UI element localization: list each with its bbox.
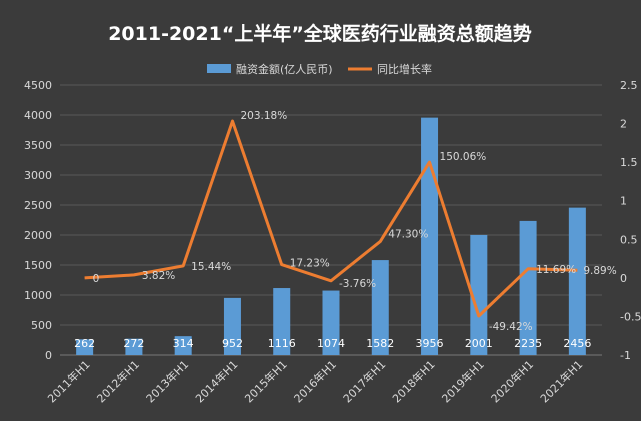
- x-tick-label: 2015年H1: [242, 357, 290, 405]
- y-right-tick-label: 2.5: [620, 79, 638, 92]
- y-right-tick-label: 0.5: [620, 233, 638, 246]
- bar-value-label: 1582: [366, 337, 394, 350]
- y-left-tick-label: 3500: [24, 139, 52, 152]
- bar: [371, 260, 389, 355]
- y-left-tick-label: 1500: [24, 259, 52, 272]
- line-value-label: 203.18%: [240, 110, 287, 122]
- x-tick-label: 2017年H1: [340, 357, 388, 405]
- bar-value-label: 262: [74, 337, 95, 350]
- y-left-tick-label: 1000: [24, 289, 52, 302]
- bar: [76, 339, 94, 355]
- legend-label-line: 同比增长率: [377, 62, 432, 76]
- line-value-label: 11.69%: [536, 264, 576, 276]
- y-right-tick-label: -1: [620, 349, 631, 362]
- y-left-tick-label: 4000: [24, 109, 52, 122]
- bar-value-label: 2001: [465, 337, 493, 350]
- y-right-tick-label: -0.5: [620, 310, 641, 323]
- bar-value-label: 2235: [514, 337, 542, 350]
- bar-value-label: 2456: [563, 337, 591, 350]
- line-value-label: 3.82%: [142, 270, 175, 282]
- x-tick-label: 2012年H1: [94, 357, 142, 405]
- bar-value-label: 1074: [317, 337, 345, 350]
- y-right-tick-label: 1: [620, 195, 627, 208]
- x-tick-label: 2013年H1: [143, 357, 191, 405]
- legend-label-bar: 融资金额(亿人民币): [236, 62, 333, 76]
- y-right-tick-label: 2: [620, 118, 627, 131]
- y-left-tick-label: 500: [31, 319, 52, 332]
- y-left-tick-label: 4500: [24, 79, 52, 92]
- bar: [125, 338, 143, 355]
- x-tick-label: 2021年H1: [537, 357, 585, 405]
- line-value-label: 47.30%: [388, 228, 428, 240]
- bar-value-label: 3956: [416, 337, 444, 350]
- bar: [519, 220, 537, 355]
- line-value-label: 150.06%: [440, 151, 487, 163]
- bar-value-label: 1116: [268, 337, 296, 350]
- x-tick-label: 2014年H1: [192, 357, 240, 405]
- x-tick-label: 2020年H1: [488, 357, 536, 405]
- chart-title: 2011-2021“上半年”全球医药行业融资总额趋势: [108, 22, 532, 45]
- y-right-tick-label: 1.5: [620, 156, 638, 169]
- x-tick-label: 2011年H1: [44, 357, 92, 405]
- y-left-tick-label: 0: [45, 349, 52, 362]
- line-value-label: 17.23%: [290, 258, 330, 270]
- bar: [223, 297, 241, 355]
- bar: [470, 234, 488, 355]
- bar: [322, 290, 340, 355]
- line-value-label: -3.76%: [339, 278, 376, 290]
- x-tick-label: 2016年H1: [291, 357, 339, 405]
- line-value-label: 9.89%: [583, 265, 616, 277]
- bar: [568, 207, 586, 355]
- x-tick-label: 2018年H1: [389, 357, 437, 405]
- bar: [174, 336, 192, 355]
- y-left-tick-label: 3000: [24, 169, 52, 182]
- growth-line: [84, 119, 578, 318]
- y-left-tick-label: 2500: [24, 199, 52, 212]
- y-left-tick-label: 2000: [24, 229, 52, 242]
- line-value-label: 0: [93, 273, 100, 285]
- x-tick-label: 2019年H1: [439, 357, 487, 405]
- line-value-label: -49.42%: [489, 321, 533, 333]
- bar-value-label: 272: [123, 337, 144, 350]
- y-right-tick-label: 0: [620, 272, 627, 285]
- bar: [273, 288, 291, 355]
- bar-value-label: 314: [173, 337, 194, 350]
- legend-swatch-bar: [207, 64, 231, 73]
- bar-value-label: 952: [222, 337, 243, 350]
- line-value-label: 15.44%: [191, 261, 231, 273]
